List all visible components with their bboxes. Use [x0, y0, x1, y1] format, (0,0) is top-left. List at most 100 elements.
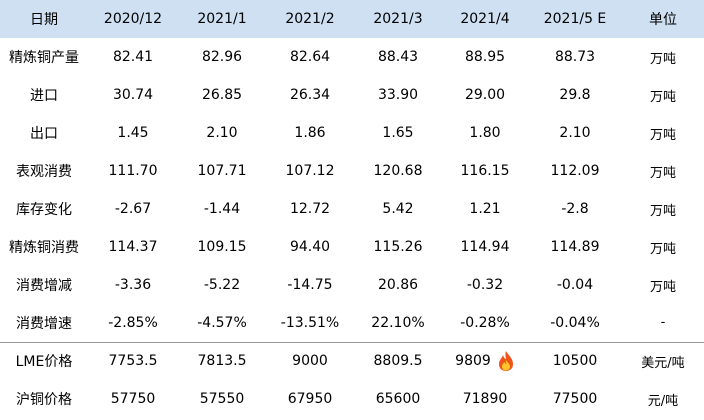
- header-date: 日期: [30, 12, 58, 28]
- row-unit: 万吨: [649, 127, 676, 143]
- row-unit: 万吨: [649, 203, 676, 219]
- table-cell: 10500: [528, 341, 622, 380]
- row-label: LME价格: [0, 341, 88, 380]
- table-cell: -2.8: [561, 201, 589, 217]
- row-unit: -: [660, 315, 666, 331]
- header-col: 2021/2: [285, 11, 335, 27]
- table-cell: 67950: [287, 391, 333, 407]
- table-cell: 29.8: [559, 87, 591, 103]
- header-col: 2021/3: [373, 11, 423, 27]
- table-cell: 7813.5: [178, 341, 266, 380]
- table-cell: -0.32: [466, 277, 504, 293]
- table-cell: 77500: [552, 391, 598, 407]
- table-cell: 8809.5: [354, 341, 442, 380]
- table-row: 沪铜价格 57750 57550 67950 65600 71890 77500…: [0, 380, 704, 418]
- row-label: 表观消费: [16, 164, 72, 180]
- table-cell: 2.10: [559, 125, 591, 141]
- table-cell: 112.09: [550, 163, 600, 179]
- table-cell: 9809: [442, 341, 528, 380]
- row-unit: 万吨: [649, 51, 676, 67]
- table-cell: 20.86: [377, 277, 419, 293]
- table-cell: -2.85%: [108, 314, 158, 331]
- table-cell: 107.71: [197, 163, 247, 179]
- table-row: 表观消费 111.70 107.71 107.12 120.68 116.15 …: [0, 152, 704, 190]
- table-cell: -0.28%: [460, 314, 510, 331]
- table-cell: 107.12: [285, 163, 335, 179]
- row-unit: 万吨: [649, 165, 676, 181]
- table-cell: 88.43: [377, 49, 419, 65]
- row-label: 消费增减: [16, 278, 72, 294]
- table-cell: 57550: [199, 391, 245, 407]
- header-col: 2021/1: [197, 11, 247, 27]
- table-cell: 2.10: [206, 125, 238, 141]
- table-row: 进口 30.74 26.85 26.34 33.90 29.00 29.8 万吨: [0, 76, 704, 114]
- table-cell: 88.95: [464, 49, 506, 65]
- header-col: 2021/5 E: [543, 11, 607, 27]
- table-cell: 94.40: [289, 239, 331, 255]
- table-cell: -14.75: [287, 277, 333, 293]
- row-unit: 美元/吨: [622, 341, 704, 380]
- table-cell: -5.22: [203, 277, 241, 293]
- row-label: 消费增速: [16, 315, 72, 332]
- table-cell: 88.73: [554, 49, 596, 65]
- header-unit: 单位: [649, 12, 677, 28]
- table-cell: -13.51%: [280, 314, 340, 331]
- table-cell: 71890: [462, 391, 508, 407]
- table-cell: 1.80: [469, 125, 501, 141]
- table-cell: -0.04: [556, 277, 594, 293]
- table-cell: 33.90: [377, 87, 419, 103]
- table-row: LME价格 7753.5 7813.5 9000 8809.5 9809 105…: [0, 341, 704, 380]
- table-cell-value: 9809: [455, 353, 491, 370]
- table-cell: 12.72: [289, 201, 331, 217]
- table-cell: 115.26: [373, 239, 423, 255]
- row-unit: 万吨: [649, 279, 676, 295]
- header-col: 2021/4: [460, 11, 510, 27]
- row-unit: 万吨: [649, 89, 676, 105]
- table-cell: 1.65: [382, 125, 414, 141]
- table-cell: 82.41: [112, 49, 154, 65]
- table-cell: 30.74: [112, 87, 154, 103]
- table-cell: -3.36: [114, 277, 152, 293]
- table-cell: 1.45: [117, 125, 149, 141]
- table-cell: -1.44: [203, 201, 241, 217]
- row-label: 精炼铜消费: [9, 240, 79, 256]
- table-cell: 26.34: [289, 87, 331, 103]
- table-cell: 7753.5: [88, 341, 178, 380]
- table-cell: 114.89: [550, 239, 600, 255]
- table-cell: 82.96: [201, 49, 243, 65]
- fire-icon: [497, 350, 515, 372]
- table-cell: 29.00: [464, 87, 506, 103]
- table-cell: 1.21: [469, 201, 501, 217]
- table-row: 精炼铜消费 114.37 109.15 94.40 115.26 114.94 …: [0, 228, 704, 266]
- row-label: 沪铜价格: [16, 392, 72, 408]
- row-label: 进口: [30, 88, 58, 104]
- table-cell: 57750: [110, 391, 156, 407]
- table-row: 库存变化 -2.67 -1.44 12.72 5.42 1.21 -2.8 万吨: [0, 190, 704, 228]
- table-cell: 82.64: [289, 49, 331, 65]
- table-cell: 114.94: [460, 239, 510, 255]
- table-row: 精炼铜产量 82.41 82.96 82.64 88.43 88.95 88.7…: [0, 38, 704, 76]
- row-label: 库存变化: [16, 202, 72, 218]
- row-unit: 万吨: [649, 241, 676, 257]
- table-cell: 1.86: [294, 125, 326, 141]
- header-col: 2020/12: [103, 11, 163, 27]
- table-cell: 26.85: [201, 87, 243, 103]
- header-row: 日期 2020/12 2021/1 2021/2 2021/3 2021/4 2…: [0, 0, 704, 38]
- table-cell: 114.37: [108, 239, 158, 255]
- row-label: 精炼铜产量: [9, 50, 79, 66]
- table-cell: 22.10%: [371, 314, 425, 331]
- table-cell: 9000: [266, 341, 354, 380]
- row-label: 出口: [30, 126, 58, 142]
- table-cell: 109.15: [197, 239, 247, 255]
- table-cell: -4.57%: [197, 314, 247, 331]
- table-cell: 111.70: [108, 163, 158, 179]
- table-cell: -2.67: [114, 201, 152, 217]
- table-cell: 120.68: [373, 163, 423, 179]
- table-cell: 65600: [375, 391, 421, 407]
- row-unit: 元/吨: [647, 393, 679, 409]
- table-row: 消费增速 -2.85% -4.57% -13.51% 22.10% -0.28%…: [0, 304, 704, 342]
- table-cell: 116.15: [460, 163, 510, 179]
- table-cell: -0.04%: [550, 314, 600, 331]
- table-row: 出口 1.45 2.10 1.86 1.65 1.80 2.10 万吨: [0, 114, 704, 152]
